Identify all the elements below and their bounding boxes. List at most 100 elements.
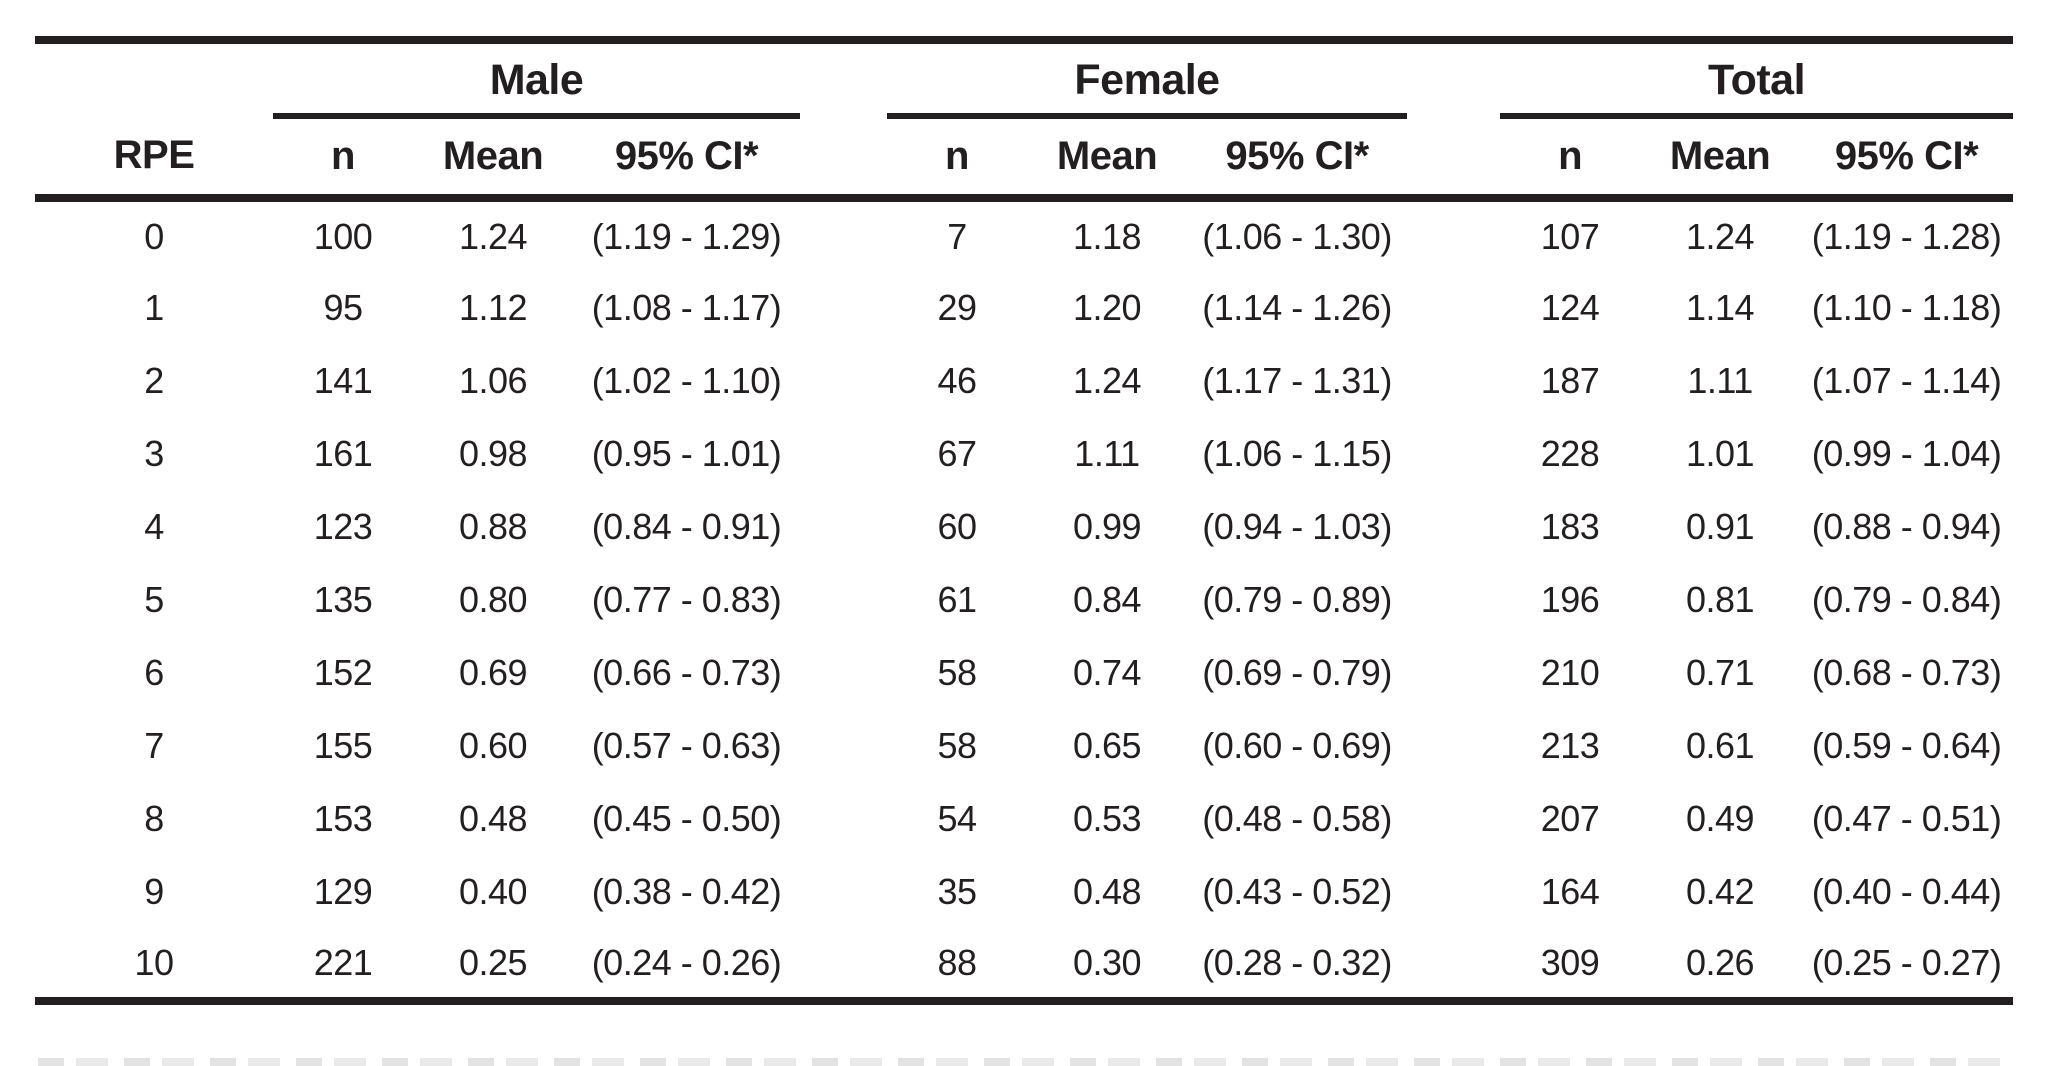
total-mean: 0.71 bbox=[1685, 651, 1755, 693]
total-n: 183 bbox=[1540, 505, 1600, 547]
female-mean: 1.24 bbox=[1072, 359, 1142, 401]
male-mean: 0.80 bbox=[458, 578, 528, 620]
total-mean: 1.01 bbox=[1685, 432, 1755, 474]
total-mean: 0.42 bbox=[1685, 870, 1755, 912]
group-gap bbox=[800, 40, 887, 116]
male-n: 129 bbox=[313, 870, 373, 912]
male-mean: 0.88 bbox=[458, 505, 528, 547]
group-gap bbox=[1407, 40, 1500, 116]
female-ci: (0.69 - 0.79) bbox=[1202, 651, 1392, 693]
rpe-value: 4 bbox=[144, 505, 164, 547]
female-ci: (0.43 - 0.52) bbox=[1202, 870, 1392, 912]
column-header-row: RPE n Mean 95% CI* n Mean 95% CI* n Mean… bbox=[35, 116, 2014, 202]
col-header-male-ci: 95% CI* bbox=[573, 116, 800, 202]
male-n: 221 bbox=[273, 928, 413, 1005]
total-ci: (0.79 - 0.84) bbox=[1811, 578, 2002, 620]
table-row: 9 129 0.40 (0.38 - 0.42) 35 0.48 (0.43 -… bbox=[35, 855, 2013, 928]
total-mean: 0.81 bbox=[1685, 578, 1755, 620]
table-row: 4 123 0.88 (0.84 - 0.91) 60 0.99 (0.94 -… bbox=[35, 490, 2013, 563]
male-mean: 1.12 bbox=[458, 286, 528, 328]
female-mean: 1.18 bbox=[1072, 215, 1142, 257]
group-gap bbox=[800, 490, 887, 563]
male-ci: (1.08 - 1.17) bbox=[591, 286, 782, 328]
rpe-value: 6 bbox=[144, 651, 164, 693]
female-n: 46 bbox=[937, 359, 977, 401]
rpe-value: 5 bbox=[144, 578, 164, 620]
female-mean: 0.65 bbox=[1072, 724, 1142, 766]
male-mean: 0.25 bbox=[413, 928, 573, 1005]
table-row: 3 161 0.98 (0.95 - 1.01) 67 1.11 (1.06 -… bbox=[35, 417, 2013, 490]
group-gap bbox=[800, 709, 887, 782]
table-row: 1 95 1.12 (1.08 - 1.17) 29 1.20 (1.14 - … bbox=[35, 271, 2013, 344]
rpe-value: 7 bbox=[144, 724, 164, 766]
female-mean: 0.99 bbox=[1072, 505, 1142, 547]
col-header-male-mean: Mean bbox=[413, 116, 573, 202]
male-n: 161 bbox=[313, 432, 373, 474]
rpe-value: 2 bbox=[144, 359, 164, 401]
group-gap bbox=[1407, 116, 1501, 202]
total-ci: (1.07 - 1.14) bbox=[1811, 359, 2002, 401]
total-ci: (1.10 - 1.18) bbox=[1811, 286, 2002, 328]
female-ci: (0.60 - 0.69) bbox=[1202, 724, 1392, 766]
total-ci: (0.59 - 0.64) bbox=[1811, 724, 2002, 766]
female-ci: (1.17 - 1.31) bbox=[1202, 359, 1392, 401]
total-n: 187 bbox=[1540, 359, 1600, 401]
group-gap bbox=[800, 563, 887, 636]
male-n: 95 bbox=[323, 286, 363, 328]
group-header-female: Female bbox=[887, 40, 1408, 119]
group-gap bbox=[1407, 855, 1500, 928]
total-n: 124 bbox=[1540, 286, 1600, 328]
group-gap bbox=[1407, 271, 1500, 344]
total-mean: 1.11 bbox=[1687, 359, 1753, 401]
group-gap bbox=[800, 928, 887, 1005]
total-n: 213 bbox=[1540, 724, 1600, 766]
group-gap bbox=[1407, 490, 1500, 563]
male-ci: (0.84 - 0.91) bbox=[591, 505, 782, 547]
male-ci: (0.45 - 0.50) bbox=[591, 797, 782, 839]
group-header-row: Male Female Total bbox=[35, 40, 2014, 119]
group-gap bbox=[800, 344, 887, 417]
female-mean: 0.30 bbox=[1027, 928, 1187, 1005]
rpe-value: 9 bbox=[144, 870, 164, 912]
total-mean: 1.24 bbox=[1685, 215, 1755, 257]
table-row: 2 141 1.06 (1.02 - 1.10) 46 1.24 (1.17 -… bbox=[35, 344, 2013, 417]
female-ci: (1.14 - 1.26) bbox=[1202, 286, 1392, 328]
col-header-total-n: n bbox=[1500, 116, 1641, 202]
female-n: 54 bbox=[937, 797, 977, 839]
cropped-footnote-text bbox=[38, 1058, 2013, 1066]
col-header-total-ci: 95% CI* bbox=[1800, 116, 2014, 202]
male-n: 152 bbox=[313, 651, 373, 693]
group-header-male: Male bbox=[273, 40, 800, 119]
female-mean: 1.20 bbox=[1072, 286, 1142, 328]
table-body: 0 100 1.24 (1.19 - 1.29) 7 1.18 (1.06 - … bbox=[35, 198, 2014, 1005]
male-mean: 1.06 bbox=[458, 359, 528, 401]
male-ci: (0.38 - 0.42) bbox=[591, 870, 782, 912]
female-ci: (0.28 - 0.32) bbox=[1187, 928, 1408, 1005]
group-gap bbox=[1407, 709, 1500, 782]
group-gap bbox=[1407, 782, 1500, 855]
total-n: 196 bbox=[1540, 578, 1600, 620]
male-mean: 0.69 bbox=[458, 651, 528, 693]
total-mean: 1.14 bbox=[1685, 286, 1755, 328]
group-gap bbox=[800, 855, 887, 928]
total-ci: (0.47 - 0.51) bbox=[1811, 797, 2002, 839]
male-ci: (0.57 - 0.63) bbox=[591, 724, 782, 766]
male-n: 155 bbox=[313, 724, 373, 766]
male-n: 153 bbox=[313, 797, 373, 839]
total-ci: (0.68 - 0.73) bbox=[1811, 651, 2002, 693]
total-n: 228 bbox=[1540, 432, 1600, 474]
col-header-female-mean: Mean bbox=[1027, 116, 1187, 202]
female-ci: (1.06 - 1.30) bbox=[1202, 215, 1392, 257]
male-mean: 0.40 bbox=[458, 870, 528, 912]
female-mean: 0.84 bbox=[1072, 578, 1142, 620]
total-ci: (0.40 - 0.44) bbox=[1811, 870, 2002, 912]
male-mean: 0.98 bbox=[458, 432, 528, 474]
female-n: 29 bbox=[937, 286, 977, 328]
female-mean: 0.74 bbox=[1072, 651, 1142, 693]
total-mean: 0.91 bbox=[1685, 505, 1755, 547]
group-gap bbox=[1407, 636, 1500, 709]
total-n: 107 bbox=[1540, 215, 1600, 257]
col-header-male-n: n bbox=[273, 116, 413, 202]
table-row: 6 152 0.69 (0.66 - 0.73) 58 0.74 (0.69 -… bbox=[35, 636, 2013, 709]
